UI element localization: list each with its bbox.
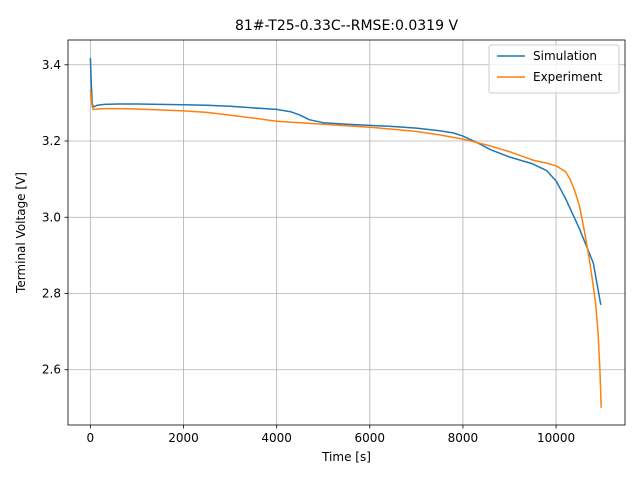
y-tick-label: 3.2 (42, 134, 61, 148)
axis-ticks: 0 2000 4000 6000 8000 10000 2.6 2.8 3.0 3.2 3.4 (42, 58, 575, 445)
chart-title: 81#-T25-0.33C--RMSE:0.0319 V (235, 18, 458, 34)
x-tick-label: 6000 (355, 431, 386, 445)
legend: Simulation Experiment (488, 44, 620, 94)
legend-label-simulation: Simulation (533, 49, 597, 63)
x-tick-label: 10000 (537, 431, 575, 445)
legend-box (488, 44, 620, 94)
x-tick-label: 4000 (261, 431, 292, 445)
y-tick-label: 3.4 (42, 58, 61, 72)
y-axis-label: Terminal Voltage [V] (14, 172, 28, 294)
legend-label-experiment: Experiment (533, 70, 603, 84)
x-tick-label: 0 (87, 431, 95, 445)
series-lines (89, 57, 602, 408)
y-tick-label: 2.6 (42, 363, 61, 377)
plot-area-frame (67, 39, 626, 426)
series-line-simulation (89, 57, 602, 306)
series-line-experiment (89, 89, 602, 408)
y-tick-label: 2.8 (42, 286, 61, 300)
y-tick-label: 3.0 (42, 210, 61, 224)
x-tick-label: 8000 (448, 431, 479, 445)
x-axis-label: Time [s] (321, 450, 371, 464)
x-tick-label: 2000 (168, 431, 199, 445)
